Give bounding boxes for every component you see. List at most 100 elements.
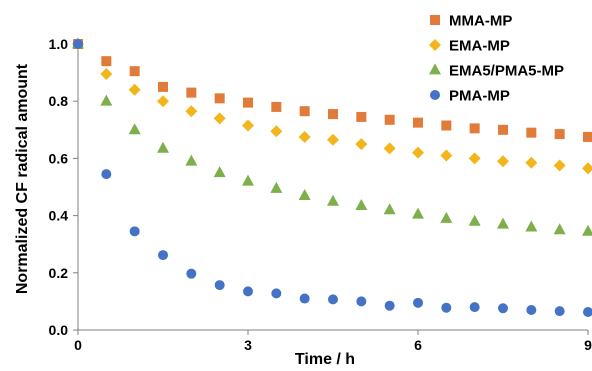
data-point [583,306,592,317]
data-point [327,194,339,206]
data-point [128,83,141,96]
data-point [469,123,480,134]
data-point [271,288,282,299]
data-point [412,207,424,219]
y-tick-label: 1.0 [49,36,69,52]
data-point [271,101,282,112]
legend-marker [430,15,440,25]
legend-label: PMA-MP [449,88,510,105]
legend-label: MMA-MP [449,13,512,30]
data-point [497,217,509,229]
data-point [185,105,198,118]
data-point [299,293,310,304]
data-point [157,141,169,153]
data-point [412,146,424,159]
data-point [186,87,197,98]
data-point [384,114,395,125]
data-point [441,120,452,131]
data-point [100,94,113,106]
data-point [158,81,168,92]
data-point [242,119,254,132]
data-point [185,154,198,166]
data-point [526,127,537,138]
data-point [356,111,367,122]
data-point [469,302,480,313]
data-point [356,296,367,307]
data-point [128,123,141,135]
data-point [214,93,225,104]
data-point [242,174,254,186]
series-ema-mp [72,38,592,175]
axes [77,44,588,331]
data-point [101,56,112,67]
x-tick-label: 3 [244,337,252,353]
data-point [553,223,566,235]
data-point [498,124,508,135]
data-point [298,130,311,143]
data-point [440,149,453,162]
data-point [101,169,112,180]
data-point [327,133,339,146]
data-point [553,159,566,172]
data-point [468,214,481,226]
data-point [413,297,423,308]
data-point [583,131,592,142]
data-point [582,162,592,175]
data-point [213,112,226,125]
data-point [468,152,481,165]
legend-marker [430,90,440,100]
y-axis-title: Normalized CF radical amount [14,63,31,294]
series-pma-mp [73,39,592,317]
data-point [270,181,283,193]
series-layer [72,37,592,317]
legend-marker [429,63,441,75]
data-point [243,97,253,108]
data-point [213,166,226,178]
y-tick-label: 0.4 [49,208,69,224]
x-tick-label: 0 [74,337,82,353]
y-tick-label: 0.2 [49,265,69,281]
data-point [186,268,197,279]
x-tick-label: 9 [584,337,592,353]
data-point [157,95,169,108]
data-point [384,300,395,311]
data-point [299,106,310,117]
data-point [243,286,253,297]
data-point [355,138,368,151]
data-point [498,303,508,314]
y-tick-label: 0.0 [49,322,69,338]
ticks: 0 3 6 9 0.0 0.2 0.4 0.6 0.8 1.0 [49,36,592,353]
data-point [270,125,283,138]
x-tick-label: 6 [414,337,422,353]
data-point [129,226,140,237]
legend-marker [429,39,441,51]
data-point [440,211,453,223]
data-point [355,198,368,210]
data-point [383,142,396,155]
data-point [214,280,225,291]
data-point [100,68,113,81]
y-tick-label: 0.8 [49,93,69,109]
data-point [129,66,140,77]
data-point [525,156,538,169]
data-point [298,188,311,200]
legend-label: EMA5/PMA5-MP [449,63,564,80]
data-point [73,39,83,49]
series-mma-mp [73,39,592,142]
data-point [383,203,396,215]
data-point [497,155,509,168]
data-point [328,294,338,305]
data-point [441,302,452,313]
x-axis-title: Time / h [295,351,355,368]
data-point [554,129,565,140]
data-point [413,117,423,128]
data-point [158,250,168,261]
legend: MMA-MP EMA-MP EMA5/PMA5-MP PMA-MP [429,13,564,105]
data-point [554,306,565,317]
y-tick-label: 0.6 [49,150,69,166]
data-point [582,224,592,236]
legend-label: EMA-MP [449,38,510,55]
data-point [525,220,538,232]
